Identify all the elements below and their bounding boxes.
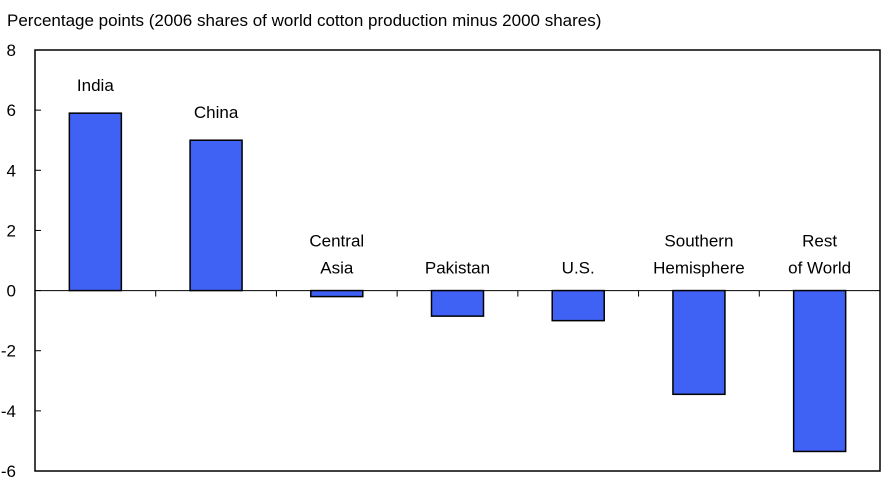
y-tick-label: 8 xyxy=(7,41,16,60)
y-tick-label: -2 xyxy=(1,342,16,361)
category-label: U.S. xyxy=(562,259,595,278)
bar xyxy=(792,289,847,453)
bar xyxy=(189,139,243,292)
category-label: Pakistan xyxy=(425,259,490,278)
category-label: India xyxy=(77,76,114,95)
bar xyxy=(551,289,605,322)
bar xyxy=(430,289,485,317)
y-tick-label: -4 xyxy=(1,402,16,421)
category-label: China xyxy=(194,103,239,122)
y-tick-label: 4 xyxy=(7,161,16,180)
bar xyxy=(310,289,364,298)
category-label: Rest of World xyxy=(788,232,851,278)
y-tick-label: 2 xyxy=(7,221,16,240)
y-tick-label: -6 xyxy=(1,462,16,481)
y-tick-label: 6 xyxy=(7,101,16,120)
bar xyxy=(672,289,726,396)
chart-title: Percentage points (2006 shares of world … xyxy=(7,11,601,30)
plot-frame xyxy=(34,49,881,472)
category-label: Central Asia xyxy=(309,232,364,278)
category-label: Southern Hemisphere xyxy=(653,232,745,278)
y-tick-label: 0 xyxy=(7,282,16,301)
bar xyxy=(68,112,123,292)
